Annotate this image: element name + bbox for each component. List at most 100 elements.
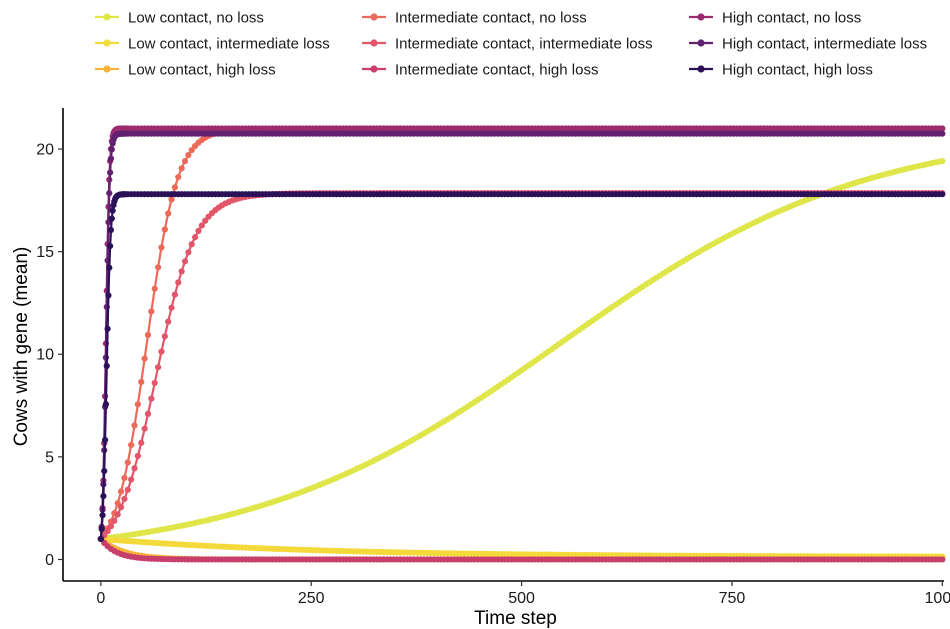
data-point [154, 264, 162, 271]
y-tick-label: 5 [45, 449, 54, 466]
legend-item: Low contact, no loss [95, 10, 264, 27]
data-point [107, 155, 115, 162]
legend-item: Low contact, intermediate loss [95, 36, 330, 53]
legend-key-marker [103, 13, 111, 21]
legend-item: Low contact, high loss [95, 62, 276, 79]
data-point [124, 486, 131, 493]
data-point [134, 401, 141, 408]
legend-key-marker [370, 65, 378, 73]
legend-item: High contact, high loss [689, 62, 873, 79]
legend-key-marker [103, 39, 111, 47]
x-axis-title: Time step [474, 608, 557, 629]
data-point [101, 467, 108, 475]
y-tick-label: 0 [45, 552, 54, 569]
series-intermediate-contact-intermediate-loss [97, 190, 946, 543]
series-line [99, 193, 943, 540]
data-point [188, 146, 195, 154]
legend-label: Low contact, high loss [128, 62, 276, 79]
data-point [939, 157, 946, 165]
data-point [121, 495, 128, 503]
legend-label: High contact, high loss [722, 62, 873, 79]
data-point [100, 493, 107, 500]
data-point [939, 556, 946, 563]
data-point [185, 151, 192, 159]
data-point [111, 517, 118, 524]
legend-item: High contact, intermediate loss [689, 36, 927, 53]
data-point [151, 379, 158, 387]
data-point [939, 130, 946, 137]
data-point [107, 169, 114, 176]
x-tick-label: 250 [298, 590, 325, 607]
data-point [181, 258, 189, 265]
series-high-contact-no-loss [97, 125, 946, 543]
series-line [100, 192, 943, 540]
data-point [171, 184, 179, 191]
legend-label: Intermediate contact, intermediate loss [395, 36, 653, 53]
data-point [107, 242, 114, 250]
y-tick-label: 10 [36, 347, 54, 364]
data-point [117, 488, 125, 495]
legend-label: High contact, no loss [722, 10, 861, 27]
legend-key-marker [370, 39, 378, 47]
data-point [178, 268, 185, 275]
data-point [107, 226, 115, 234]
data-point [171, 291, 179, 298]
series-intermediate-contact-no-loss [97, 125, 946, 543]
data-point [108, 215, 115, 222]
legend-key-marker [103, 65, 111, 73]
y-tick-label: 20 [36, 142, 54, 159]
data-point [939, 125, 946, 132]
x-tick-label: 0 [96, 590, 105, 607]
data-point [141, 355, 148, 362]
legend-key-marker [697, 13, 705, 21]
data-point [198, 222, 205, 229]
data-point [192, 234, 199, 241]
x-tick-label: 500 [508, 590, 535, 607]
data-point [141, 425, 148, 432]
legend-label: Intermediate contact, high loss [395, 62, 598, 79]
data-point [97, 535, 104, 543]
legend-item: High contact, no loss [689, 10, 861, 27]
axes [62, 108, 944, 582]
data-point [104, 528, 111, 535]
data-point [158, 348, 165, 355]
data-point [102, 401, 110, 408]
y-tick-label: 15 [36, 244, 54, 261]
data-point [99, 512, 106, 519]
data-point [131, 465, 138, 472]
legend-label: Low contact, intermediate loss [128, 36, 330, 53]
data-point [121, 474, 128, 482]
data-point [134, 452, 141, 460]
legend-label: Low contact, no loss [128, 10, 264, 27]
data-point [178, 165, 185, 172]
series-line [100, 160, 943, 541]
data-point [138, 378, 145, 386]
data-point [188, 241, 195, 248]
data-point [105, 292, 112, 299]
legend-key-marker [370, 13, 378, 21]
data-point [124, 459, 131, 466]
data-point [114, 511, 121, 518]
legend-item: Intermediate contact, no loss [362, 10, 587, 27]
data-point [106, 264, 113, 271]
data-point [131, 422, 138, 429]
data-point [128, 441, 135, 448]
data-point [175, 173, 182, 181]
data-point [181, 157, 189, 165]
data-point [108, 146, 115, 153]
x-tick-label: 750 [719, 590, 746, 607]
data-point [158, 244, 165, 251]
data-point [195, 227, 202, 235]
y-axis-title: Cows with gene (mean) [11, 247, 32, 447]
series-high-contact-intermediate-loss [97, 130, 946, 543]
data-point [148, 308, 155, 315]
data-point [168, 196, 175, 203]
legend-key-marker [697, 39, 705, 47]
legend-item: Intermediate contact, intermediate loss [362, 36, 653, 53]
data-point [103, 362, 110, 370]
legend-item: Intermediate contact, high loss [362, 62, 598, 79]
series-layer [97, 125, 946, 563]
